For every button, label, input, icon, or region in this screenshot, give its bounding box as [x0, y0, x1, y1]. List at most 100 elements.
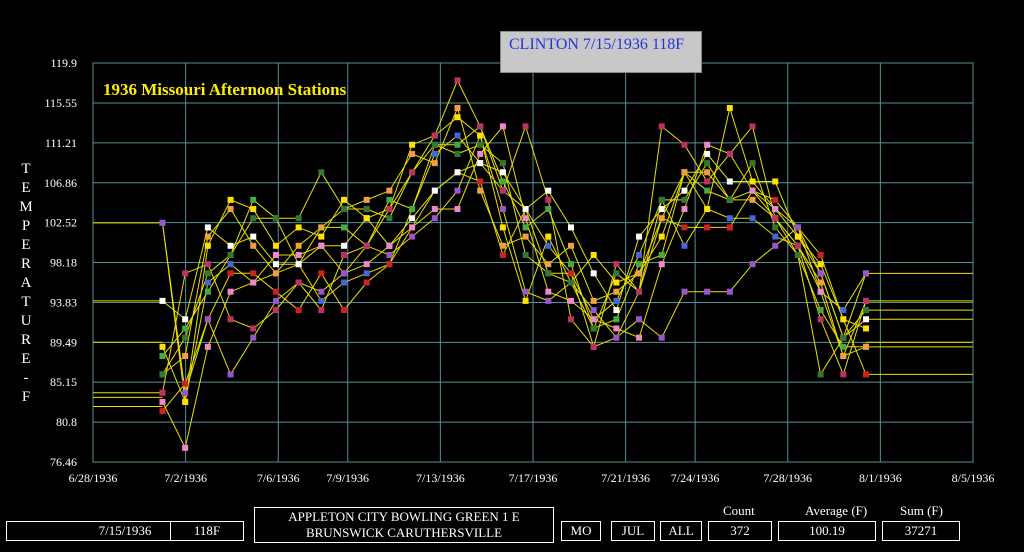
data-point: [454, 114, 461, 121]
data-point: [636, 334, 643, 341]
data-point: [272, 307, 279, 314]
data-point: [272, 261, 279, 268]
data-point: [363, 215, 370, 222]
data-point: [341, 224, 348, 231]
month-button[interactable]: JUL: [611, 521, 655, 541]
data-point: [250, 325, 257, 332]
data-point: [227, 316, 234, 323]
data-point: [794, 242, 801, 249]
data-point: [409, 150, 416, 157]
data-point: [567, 270, 574, 277]
chart-title: 1936 Missouri Afternoon Stations: [103, 80, 347, 99]
data-point: [227, 206, 234, 213]
data-point: [363, 206, 370, 213]
data-point: [840, 343, 847, 350]
data-point: [272, 215, 279, 222]
all-button[interactable]: ALL: [660, 521, 702, 541]
y-axis-label-letter: U: [20, 313, 32, 329]
data-point: [863, 371, 870, 378]
data-point: [840, 307, 847, 314]
data-point: [431, 150, 438, 157]
stations-field[interactable]: APPLETON CITY BOWLING GREEN 1 E BRUNSWIC…: [254, 507, 554, 543]
data-point: [454, 169, 461, 176]
data-point: [817, 371, 824, 378]
data-point: [477, 160, 484, 167]
data-point: [250, 279, 257, 286]
data-point: [545, 187, 552, 194]
data-point: [794, 224, 801, 231]
x-tick-label: 6/28/1936: [69, 471, 118, 485]
data-point: [772, 206, 779, 213]
series-line: [162, 125, 867, 450]
data-point: [295, 242, 302, 249]
data-point: [159, 398, 166, 405]
data-point: [363, 196, 370, 203]
data-point: [726, 215, 733, 222]
data-point: [295, 279, 302, 286]
data-point: [749, 196, 756, 203]
data-point: [159, 353, 166, 360]
data-point: [613, 270, 620, 277]
data-point: [341, 251, 348, 258]
data-point: [613, 288, 620, 295]
data-point: [726, 105, 733, 112]
data-point: [341, 270, 348, 277]
data-point: [204, 279, 211, 286]
data-point: [749, 261, 756, 268]
data-point: [204, 261, 211, 268]
chart-series-lines: [162, 79, 867, 450]
data-point: [363, 261, 370, 268]
data-point: [182, 325, 189, 332]
data-point: [409, 233, 416, 240]
data-point: [704, 169, 711, 176]
data-point: [431, 206, 438, 213]
data-point: [386, 242, 393, 249]
data-point: [227, 288, 234, 295]
data-point: [409, 206, 416, 213]
data-point: [636, 251, 643, 258]
data-point: [386, 215, 393, 222]
data-point: [272, 251, 279, 258]
data-point: [204, 233, 211, 240]
count-label: Count: [723, 503, 755, 518]
temp-field[interactable]: 118F: [170, 521, 244, 541]
data-point: [409, 215, 416, 222]
data-point: [431, 160, 438, 167]
data-point: [658, 334, 665, 341]
x-tick-label: 7/13/1936: [416, 471, 465, 485]
data-point: [499, 123, 506, 130]
data-point: [772, 215, 779, 222]
data-point: [545, 196, 552, 203]
data-point: [681, 224, 688, 231]
data-point: [863, 343, 870, 350]
data-point: [318, 233, 325, 240]
data-point: [318, 297, 325, 304]
data-point: [250, 215, 257, 222]
data-point: [204, 242, 211, 249]
data-point: [227, 196, 234, 203]
data-point: [590, 307, 597, 314]
data-point: [204, 270, 211, 277]
data-point: [227, 261, 234, 268]
data-point: [817, 316, 824, 323]
state-button[interactable]: MO: [561, 521, 601, 541]
data-point: [636, 316, 643, 323]
data-point: [272, 288, 279, 295]
data-point: [477, 150, 484, 157]
sum-value: 37271: [882, 521, 960, 541]
series-line: [162, 134, 867, 402]
data-point: [863, 297, 870, 304]
y-axis-label-letter: P: [21, 218, 31, 234]
data-point: [681, 187, 688, 194]
data-point: [431, 187, 438, 194]
data-point: [590, 251, 597, 258]
data-point: [636, 270, 643, 277]
data-point: [545, 270, 552, 277]
data-point: [817, 270, 824, 277]
y-axis-label-letter: F: [21, 389, 31, 405]
data-point: [499, 169, 506, 176]
data-point: [477, 123, 484, 130]
data-point: [477, 178, 484, 185]
data-point: [840, 316, 847, 323]
data-point: [386, 206, 393, 213]
